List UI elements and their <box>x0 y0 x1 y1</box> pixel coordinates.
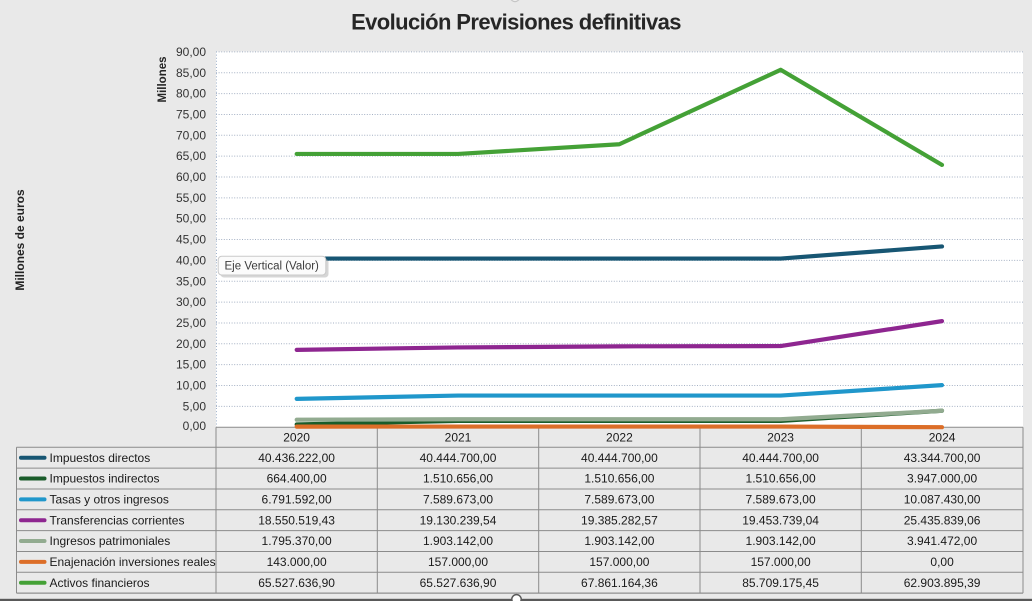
svg-text:Millones: Millones <box>157 56 169 102</box>
svg-text:19.453.739,04: 19.453.739,04 <box>742 513 819 527</box>
svg-text:5,00: 5,00 <box>183 399 207 413</box>
svg-text:19.130.239,54: 19.130.239,54 <box>420 513 497 527</box>
svg-text:25,00: 25,00 <box>176 316 206 330</box>
svg-text:1.510.656,00: 1.510.656,00 <box>746 472 816 486</box>
svg-text:6.791.592,00: 6.791.592,00 <box>262 493 332 507</box>
svg-text:Impuestos indirectos: Impuestos indirectos <box>50 472 160 486</box>
svg-text:40.444.700,00: 40.444.700,00 <box>420 451 497 465</box>
svg-text:30,00: 30,00 <box>176 295 206 309</box>
svg-text:40.444.700,00: 40.444.700,00 <box>581 451 658 465</box>
svg-text:55,00: 55,00 <box>176 191 206 205</box>
svg-text:1.510.656,00: 1.510.656,00 <box>423 472 493 486</box>
svg-text:35,00: 35,00 <box>176 274 206 288</box>
svg-text:85.709.175,45: 85.709.175,45 <box>742 576 819 590</box>
svg-text:1.903.142,00: 1.903.142,00 <box>584 534 654 548</box>
svg-text:Impuestos directos: Impuestos directos <box>50 451 151 465</box>
svg-text:2020: 2020 <box>283 431 310 445</box>
svg-text:Ingresos patrimoniales: Ingresos patrimoniales <box>50 534 171 548</box>
svg-text:7.589.673,00: 7.589.673,00 <box>746 493 816 507</box>
svg-text:62.903.895,39: 62.903.895,39 <box>904 576 981 590</box>
svg-text:2024: 2024 <box>929 431 956 445</box>
svg-text:Activos financieros: Activos financieros <box>50 576 150 590</box>
svg-text:1.903.142,00: 1.903.142,00 <box>746 534 816 548</box>
svg-text:1.510.656,00: 1.510.656,00 <box>584 472 654 486</box>
svg-text:18.550.519,43: 18.550.519,43 <box>258 513 335 527</box>
svg-text:19.385.282,57: 19.385.282,57 <box>581 513 658 527</box>
svg-text:80,00: 80,00 <box>176 87 206 101</box>
svg-text:67.861.164,36: 67.861.164,36 <box>581 576 658 590</box>
svg-text:65.527.636,90: 65.527.636,90 <box>420 576 497 590</box>
svg-text:3.941.472,00: 3.941.472,00 <box>907 534 977 548</box>
svg-text:65.527.636,90: 65.527.636,90 <box>258 576 335 590</box>
svg-text:2021: 2021 <box>445 431 472 445</box>
svg-text:10,00: 10,00 <box>176 379 206 393</box>
svg-text:25.435.839,06: 25.435.839,06 <box>904 513 981 527</box>
svg-text:Millones de euros: Millones de euros <box>13 189 27 291</box>
svg-text:0,00: 0,00 <box>930 555 954 569</box>
svg-text:90,00: 90,00 <box>176 45 206 59</box>
svg-text:Tasas y otros ingresos: Tasas y otros ingresos <box>50 493 169 507</box>
svg-text:157.000,00: 157.000,00 <box>589 555 649 569</box>
svg-text:85,00: 85,00 <box>176 66 206 80</box>
svg-text:157.000,00: 157.000,00 <box>751 555 811 569</box>
svg-text:70,00: 70,00 <box>176 128 206 142</box>
svg-text:664.400,00: 664.400,00 <box>267 472 327 486</box>
svg-text:1.795.370,00: 1.795.370,00 <box>262 534 332 548</box>
svg-text:45,00: 45,00 <box>176 233 206 247</box>
svg-text:15,00: 15,00 <box>176 358 206 372</box>
svg-text:40.444.700,00: 40.444.700,00 <box>742 451 819 465</box>
svg-text:0,00: 0,00 <box>183 419 207 433</box>
svg-text:43.344.700,00: 43.344.700,00 <box>904 451 981 465</box>
svg-text:7.589.673,00: 7.589.673,00 <box>423 493 493 507</box>
svg-text:40.436.222,00: 40.436.222,00 <box>258 451 335 465</box>
svg-text:50,00: 50,00 <box>176 212 206 226</box>
svg-text:Evolución Previsiones definiti: Evolución Previsiones definitivas <box>351 10 681 35</box>
svg-text:40,00: 40,00 <box>176 253 206 267</box>
svg-text:10.087.430,00: 10.087.430,00 <box>904 493 981 507</box>
svg-text:7.589.673,00: 7.589.673,00 <box>584 493 654 507</box>
svg-text:Enajenación inversiones reales: Enajenación inversiones reales <box>50 555 216 569</box>
svg-text:Eje Vertical (Valor): Eje Vertical (Valor) <box>225 261 320 273</box>
svg-text:143.000,00: 143.000,00 <box>267 555 327 569</box>
svg-text:3.947.000,00: 3.947.000,00 <box>907 472 977 486</box>
svg-text:Transferencias corrientes: Transferencias corrientes <box>50 513 185 527</box>
svg-text:60,00: 60,00 <box>176 170 206 184</box>
svg-text:2022: 2022 <box>606 431 633 445</box>
svg-text:65,00: 65,00 <box>176 149 206 163</box>
svg-text:75,00: 75,00 <box>176 107 206 121</box>
svg-text:157.000,00: 157.000,00 <box>428 555 488 569</box>
svg-text:2023: 2023 <box>767 431 794 445</box>
svg-text:1.903.142,00: 1.903.142,00 <box>423 534 493 548</box>
svg-text:20,00: 20,00 <box>176 337 206 351</box>
